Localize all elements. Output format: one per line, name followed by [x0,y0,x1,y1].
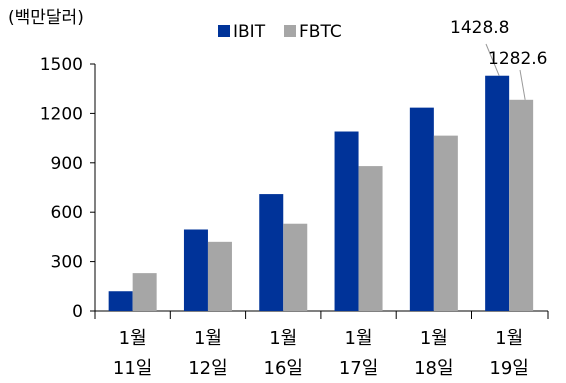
bar-ibit-1 [183,229,208,311]
callouts: 1428.8 1282.6 [450,18,547,100]
y-tick-label: 1500 [40,55,83,75]
legend-swatch-fbtc [284,25,296,37]
callout-leader-ibit [485,43,500,76]
legend-swatch-ibit [218,25,230,37]
x-tick-label: 18일 [414,358,453,379]
bar-fbtc-3 [358,166,383,311]
y-axis-unit-label: (백만달러) [8,8,84,28]
x-tick-label: 12일 [188,358,227,379]
x-tick-label: 17일 [339,358,378,379]
x-tick-label: 19일 [489,358,528,379]
bar-fbtc-5 [509,99,534,312]
x-tick-label: 1월 [119,328,147,349]
bar-fbtc-4 [433,135,458,311]
y-tick-label: 600 [51,203,83,223]
legend: IBIT FBTC [218,22,342,42]
y-tick-label: 0 [72,302,83,322]
bar-fbtc-2 [283,223,308,311]
legend-label-ibit: IBIT [233,22,266,42]
legend-label-fbtc: FBTC [299,22,342,42]
plot-area: 0 300 600 900 1200 1500 1월 11일 1월 12일 1월 16일 1월 17일 1월… [40,55,549,379]
x-tick-label: 1월 [420,328,448,349]
x-tick-label: 1월 [495,328,523,349]
bar-ibit-3 [334,131,359,311]
callout-ibit-value: 1428.8 [450,18,509,38]
callout-fbtc-value: 1282.6 [488,49,547,69]
bar-fbtc-1 [207,241,232,311]
y-tick-label: 300 [51,253,83,273]
x-tick-label: 1월 [345,328,373,349]
bar-ibit-0 [108,291,133,311]
bar-ibit-5 [485,75,510,311]
bar-fbtc-0 [132,273,157,311]
x-tick-label: 1월 [269,328,297,349]
y-tick-label: 1200 [40,104,83,124]
callout-leader-fbtc [519,69,526,100]
x-tick-label: 11일 [113,358,152,379]
y-tick-label: 900 [51,154,83,174]
bar-ibit-2 [259,194,284,311]
x-tick-label: 1월 [194,328,222,349]
x-tick-label: 16일 [264,358,303,379]
bar-ibit-4 [409,107,434,312]
